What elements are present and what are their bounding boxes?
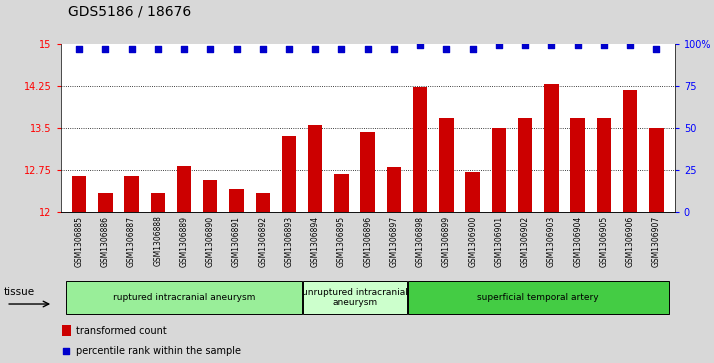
Text: GSM1306905: GSM1306905	[599, 216, 608, 267]
Text: GSM1306891: GSM1306891	[232, 216, 241, 266]
Bar	[518, 118, 533, 212]
FancyBboxPatch shape	[408, 281, 669, 314]
FancyBboxPatch shape	[303, 281, 406, 314]
Point	[441, 46, 452, 52]
Text: unruptured intracranial
aneurysm: unruptured intracranial aneurysm	[301, 288, 408, 307]
Text: GSM1306901: GSM1306901	[494, 216, 503, 267]
Text: GSM1306890: GSM1306890	[206, 216, 215, 267]
Bar	[62, 325, 71, 336]
Point	[545, 42, 557, 48]
Text: GSM1306893: GSM1306893	[284, 216, 293, 267]
Bar	[623, 90, 638, 212]
Bar	[282, 136, 296, 212]
Point	[598, 42, 610, 48]
Point	[231, 46, 242, 52]
Bar	[334, 174, 348, 212]
Bar	[413, 87, 428, 212]
Point	[572, 42, 583, 48]
Bar	[177, 166, 191, 212]
Point	[204, 46, 216, 52]
Bar	[72, 176, 86, 212]
Text: GSM1306898: GSM1306898	[416, 216, 425, 266]
Point	[493, 42, 505, 48]
FancyBboxPatch shape	[66, 281, 301, 314]
Bar	[203, 180, 218, 212]
Point	[99, 46, 111, 52]
Text: GSM1306887: GSM1306887	[127, 216, 136, 266]
Text: GSM1306889: GSM1306889	[179, 216, 188, 266]
Bar	[308, 125, 323, 212]
Text: GDS5186 / 18676: GDS5186 / 18676	[68, 4, 191, 18]
Bar	[570, 118, 585, 212]
Point	[276, 257, 288, 262]
Point	[388, 46, 400, 52]
Text: percentile rank within the sample: percentile rank within the sample	[76, 346, 241, 356]
Text: GSM1306888: GSM1306888	[154, 216, 162, 266]
Point	[650, 46, 662, 52]
Text: GSM1306906: GSM1306906	[625, 216, 635, 267]
Text: GSM1306892: GSM1306892	[258, 216, 267, 266]
Bar	[98, 193, 113, 212]
Bar	[466, 172, 480, 212]
Text: GSM1306885: GSM1306885	[74, 216, 84, 266]
Text: GSM1306903: GSM1306903	[547, 216, 556, 267]
Bar	[597, 118, 611, 212]
Point	[309, 46, 321, 52]
Text: GSM1306904: GSM1306904	[573, 216, 582, 267]
Text: GSM1306894: GSM1306894	[311, 216, 320, 267]
Text: GSM1306897: GSM1306897	[389, 216, 398, 267]
Bar	[256, 193, 270, 212]
Bar	[387, 167, 401, 212]
Bar	[439, 118, 453, 212]
Bar	[544, 84, 558, 212]
Text: GSM1306896: GSM1306896	[363, 216, 372, 267]
Point	[625, 42, 636, 48]
Point	[126, 46, 137, 52]
Text: tissue: tissue	[4, 287, 35, 297]
Text: ruptured intracranial aneurysm: ruptured intracranial aneurysm	[113, 293, 255, 302]
Point	[415, 42, 426, 48]
Point	[152, 46, 164, 52]
Point	[520, 42, 531, 48]
Bar	[229, 189, 243, 212]
Bar	[492, 128, 506, 212]
Point	[178, 46, 190, 52]
Point	[336, 46, 347, 52]
Text: superficial temporal artery: superficial temporal artery	[478, 293, 599, 302]
Point	[283, 46, 295, 52]
Text: GSM1306907: GSM1306907	[652, 216, 661, 267]
Text: GSM1306886: GSM1306886	[101, 216, 110, 266]
Text: GSM1306895: GSM1306895	[337, 216, 346, 267]
Bar	[361, 132, 375, 212]
Text: GSM1306900: GSM1306900	[468, 216, 477, 267]
Bar	[151, 193, 165, 212]
Bar	[649, 128, 663, 212]
Text: transformed count: transformed count	[76, 326, 166, 336]
Point	[467, 46, 478, 52]
Text: GSM1306899: GSM1306899	[442, 216, 451, 267]
Point	[74, 46, 85, 52]
Bar	[124, 176, 139, 212]
Point	[362, 46, 373, 52]
Text: GSM1306902: GSM1306902	[521, 216, 530, 267]
Point	[257, 46, 268, 52]
